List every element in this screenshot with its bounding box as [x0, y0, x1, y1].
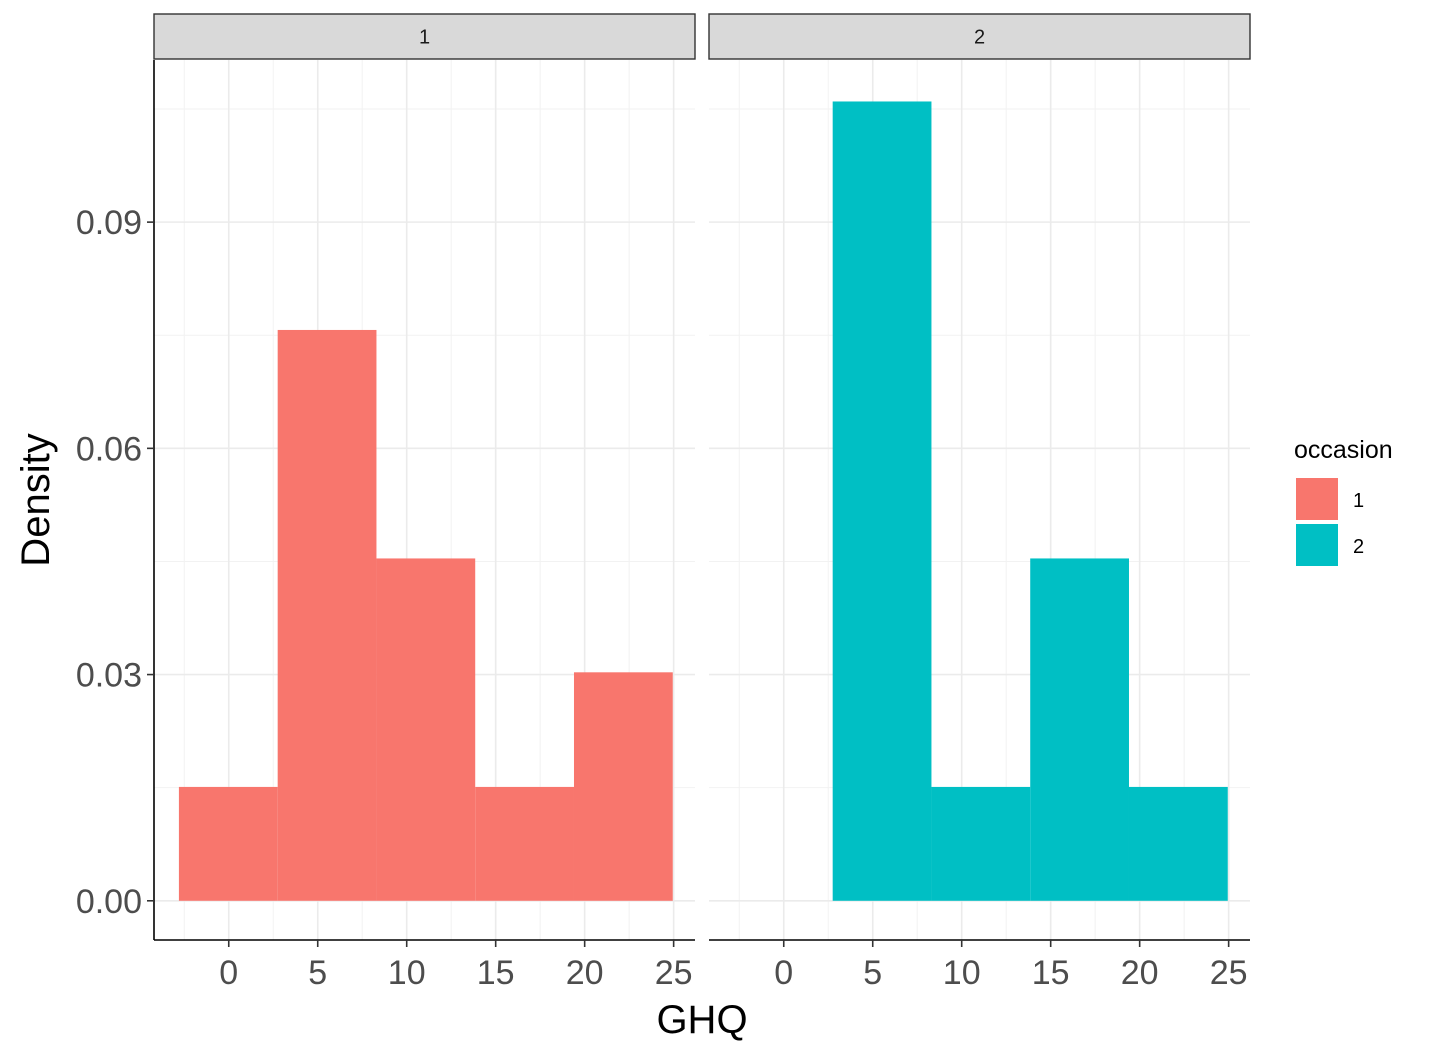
facet-strip: [708, 13, 1251, 60]
histogram-bar: [573, 672, 673, 901]
facet-strip-label: 2: [974, 27, 985, 49]
histogram-bar: [475, 786, 574, 901]
x-axis-title: GHQ: [656, 998, 747, 1042]
legend: occasion 1 2: [1294, 436, 1393, 566]
x-tick-label: 0: [774, 954, 793, 992]
legend-swatch: [1296, 524, 1338, 566]
x-tick-label: 10: [943, 954, 981, 992]
histogram-bar: [931, 786, 1031, 901]
x-tick-label: 25: [655, 954, 693, 992]
minor-grid: [154, 60, 695, 940]
legend-swatch: [1296, 478, 1338, 520]
y-tick-label: 0.09: [76, 204, 142, 242]
x-tick-label: 5: [863, 954, 882, 992]
x-tick-label: 15: [477, 954, 515, 992]
x-tick-label: 0: [219, 954, 238, 992]
y-tick-label: 0.00: [76, 883, 142, 921]
legend-label: 1: [1353, 490, 1364, 512]
x-tick-label: 20: [1121, 954, 1159, 992]
x-tick-label: 5: [308, 954, 327, 992]
histogram-bar: [178, 786, 278, 901]
y-axis-title: Density: [14, 433, 58, 566]
legend-label: 2: [1353, 536, 1364, 558]
facet-panel-1: 10 5 10 15 20 25: [153, 13, 696, 992]
x-tick-label: 20: [566, 954, 604, 992]
legend-title: occasion: [1294, 436, 1393, 464]
x-tick-label: 25: [1210, 954, 1248, 992]
x-tick-label: 15: [1032, 954, 1070, 992]
facet-panel-2: 20 5 10 15 20 25: [708, 13, 1251, 992]
histogram-bar: [832, 101, 932, 901]
histogram-bar: [1128, 786, 1228, 901]
x-tick-label: 10: [388, 954, 426, 992]
y-tick-label: 0.03: [76, 657, 142, 695]
facet-strip-label: 1: [419, 27, 430, 49]
histogram-bar: [1030, 558, 1129, 901]
facet-strip: [153, 13, 696, 60]
y-tick-label: 0.06: [76, 430, 142, 468]
histogram-bar: [277, 329, 377, 901]
histogram-bar: [376, 558, 476, 901]
